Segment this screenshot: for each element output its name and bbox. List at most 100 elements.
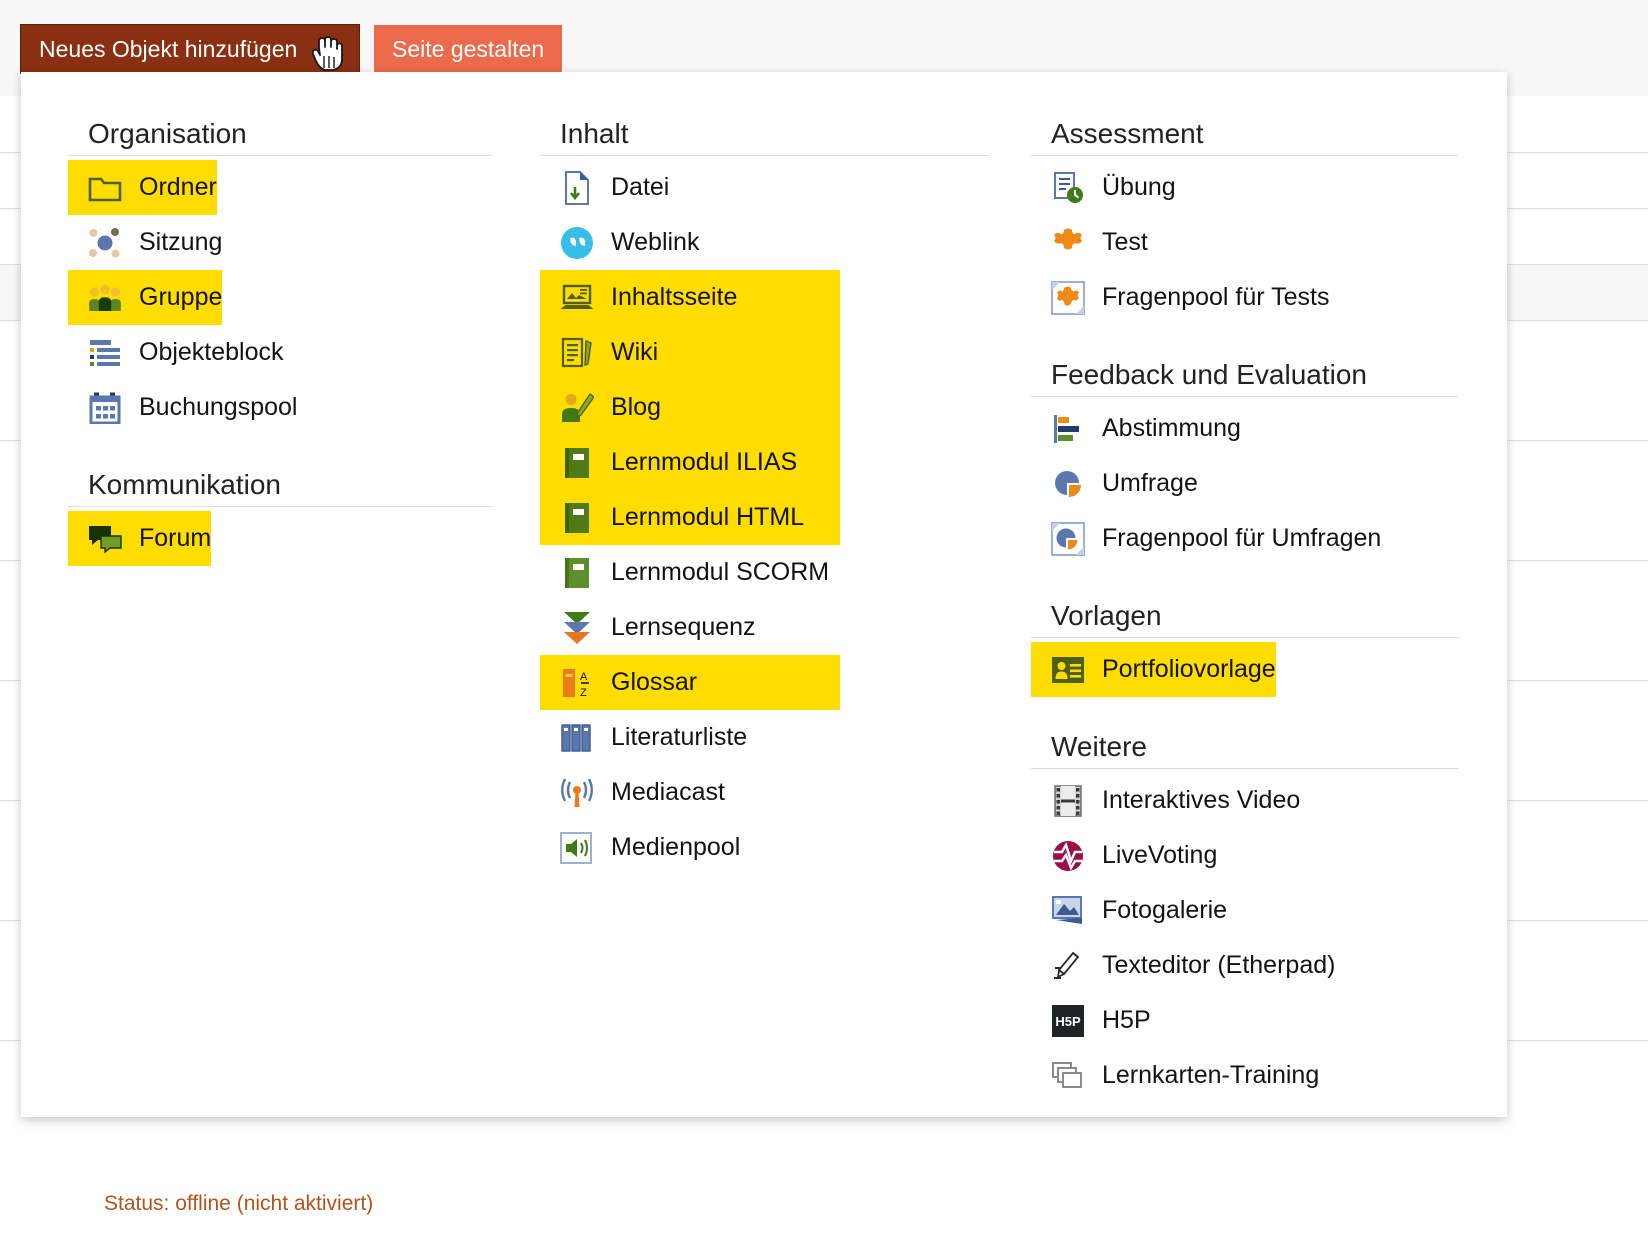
learning-module-icon	[559, 445, 595, 481]
menu-item-buchungspool[interactable]: Buchungspool	[68, 380, 297, 435]
section-divider	[540, 155, 989, 156]
menu-item-label: Portfoliovorlage	[1102, 655, 1276, 683]
menu-item-label: Abstimmung	[1102, 414, 1241, 442]
menu-item-label: LiveVoting	[1102, 841, 1218, 869]
assessment-item-list: Übung Test	[1031, 160, 1459, 325]
h5p-icon: H5P	[1050, 1003, 1086, 1039]
section-title-feedback: Feedback und Evaluation	[1051, 359, 1367, 390]
menu-item-label: Fotogalerie	[1102, 896, 1228, 924]
menu-item-label: Objekteblock	[139, 338, 284, 366]
section-divider	[1031, 155, 1459, 156]
menu-item-gruppe[interactable]: Gruppe	[68, 270, 223, 325]
feedback-item-list: Abstimmung Umfrage	[1031, 401, 1459, 566]
exercise-icon	[1050, 170, 1086, 206]
item-block-icon	[87, 335, 123, 371]
menu-item-portfoliovorlage[interactable]: Portfoliovorlage	[1031, 642, 1276, 697]
menu-item-texteditor-etherpad[interactable]: Texteditor (Etherpad)	[1031, 938, 1335, 993]
menu-item-label: Literaturliste	[611, 723, 748, 751]
menu-item-lernmodul-scorm[interactable]: Lernmodul SCORM	[540, 545, 829, 600]
menu-item-label: Mediacast	[611, 778, 725, 806]
menu-item-forum[interactable]: Forum	[68, 511, 212, 566]
forum-icon	[87, 521, 123, 557]
question-pool-icon	[1050, 280, 1086, 316]
menu-item-label: Glossar	[611, 668, 698, 696]
menu-item-sitzung[interactable]: Sitzung	[68, 215, 222, 270]
menu-item-inhaltsseite[interactable]: Inhaltsseite	[540, 270, 737, 325]
poll-icon	[1050, 411, 1086, 447]
dropdown-column-inhalt: Inhalt Datei	[518, 116, 1015, 1103]
vorlagen-item-list: Portfoliovorlage	[1031, 642, 1459, 697]
menu-item-label: Lernmodul HTML	[611, 503, 805, 531]
menu-item-lernmodul-ilias[interactable]: Lernmodul ILIAS	[540, 435, 797, 490]
svg-text:H5P: H5P	[1055, 1014, 1081, 1029]
photo-gallery-icon	[1050, 893, 1086, 929]
menu-item-uebung[interactable]: Übung	[1031, 160, 1176, 215]
mediacast-icon	[559, 775, 595, 811]
survey-pool-icon	[1050, 521, 1086, 557]
menu-item-label: Lernmodul SCORM	[611, 558, 830, 586]
menu-item-mediacast[interactable]: Mediacast	[540, 765, 725, 820]
menu-item-livevoting[interactable]: LiveVoting	[1031, 828, 1217, 883]
dropdown-column-organisation: Organisation Ordner	[21, 116, 518, 1103]
menu-item-blog[interactable]: Blog	[540, 380, 661, 435]
menu-item-literaturliste[interactable]: Literaturliste	[540, 710, 747, 765]
learning-module-icon	[559, 555, 595, 591]
section-title-weitere: Weitere	[1051, 731, 1147, 762]
weitere-item-list: Interaktives Video LiveVoting	[1031, 773, 1459, 1103]
menu-item-label: Ordner	[139, 173, 217, 201]
etherpad-icon	[1050, 948, 1086, 984]
kommunikation-item-list: Forum	[68, 511, 492, 566]
menu-item-weblink[interactable]: Weblink	[540, 215, 699, 270]
menu-item-datei[interactable]: Datei	[540, 160, 669, 215]
section-divider	[1031, 768, 1459, 769]
highlight-group-content: Inhaltsseite	[540, 270, 840, 545]
inhalt-item-list: Datei Weblink	[540, 160, 989, 875]
menu-item-label: Medienpool	[611, 833, 741, 861]
section-divider	[1031, 396, 1459, 397]
media-pool-icon	[559, 830, 595, 866]
menu-item-label: Gruppe	[139, 283, 223, 311]
menu-item-lernkarten-training[interactable]: Lernkarten-Training	[1031, 1048, 1319, 1103]
content-page-icon	[559, 280, 595, 316]
menu-item-medienpool[interactable]: Medienpool	[540, 820, 740, 875]
menu-item-label: Texteditor (Etherpad)	[1102, 951, 1336, 979]
menu-item-lernmodul-html[interactable]: Lernmodul HTML	[540, 490, 804, 545]
status-text: Status: offline (nicht aktiviert)	[104, 1192, 374, 1215]
menu-item-label: Test	[1102, 228, 1148, 256]
menu-item-interaktives-video[interactable]: Interaktives Video	[1031, 773, 1300, 828]
menu-item-label: Lernsequenz	[611, 613, 756, 641]
menu-item-label: Weblink	[611, 228, 700, 256]
menu-item-fragenpool-tests[interactable]: Fragenpool für Tests	[1031, 270, 1329, 325]
wiki-icon	[559, 335, 595, 371]
menu-item-h5p[interactable]: H5P H5P	[1031, 993, 1151, 1048]
livevoting-icon	[1050, 838, 1086, 874]
interactive-video-icon	[1050, 783, 1086, 819]
booking-pool-icon	[87, 390, 123, 426]
section-title-kommunikation: Kommunikation	[88, 469, 281, 500]
menu-item-umfrage[interactable]: Umfrage	[1031, 456, 1198, 511]
svg-text:Z: Z	[580, 687, 587, 699]
menu-item-lernsequenz[interactable]: Lernsequenz	[540, 600, 756, 655]
menu-item-label: Inhaltsseite	[611, 283, 738, 311]
menu-item-fragenpool-umfragen[interactable]: Fragenpool für Umfragen	[1031, 511, 1381, 566]
menu-item-ordner[interactable]: Ordner	[68, 160, 217, 215]
menu-item-test[interactable]: Test	[1031, 215, 1148, 270]
survey-icon	[1050, 466, 1086, 502]
menu-item-label: Interaktives Video	[1102, 786, 1301, 814]
section-divider	[1031, 637, 1459, 638]
menu-item-label: Buchungspool	[139, 393, 298, 421]
add-new-object-button[interactable]: Neues Objekt hinzufügen	[21, 25, 360, 73]
folder-icon	[87, 170, 123, 206]
menu-item-abstimmung[interactable]: Abstimmung	[1031, 401, 1241, 456]
learning-module-icon	[559, 500, 595, 536]
file-icon	[559, 170, 595, 206]
design-page-button[interactable]: Seite gestalten	[374, 25, 563, 73]
menu-item-fotogalerie[interactable]: Fotogalerie	[1031, 883, 1227, 938]
section-title-vorlagen: Vorlagen	[1051, 600, 1162, 631]
menu-item-wiki[interactable]: Wiki	[540, 325, 658, 380]
status-bar	[0, 1186, 1648, 1234]
menu-item-glossar[interactable]: A Z Glossar	[540, 655, 840, 710]
svg-text:A: A	[580, 671, 588, 683]
menu-item-objekteblock[interactable]: Objekteblock	[68, 325, 284, 380]
menu-item-label: Sitzung	[139, 228, 223, 256]
